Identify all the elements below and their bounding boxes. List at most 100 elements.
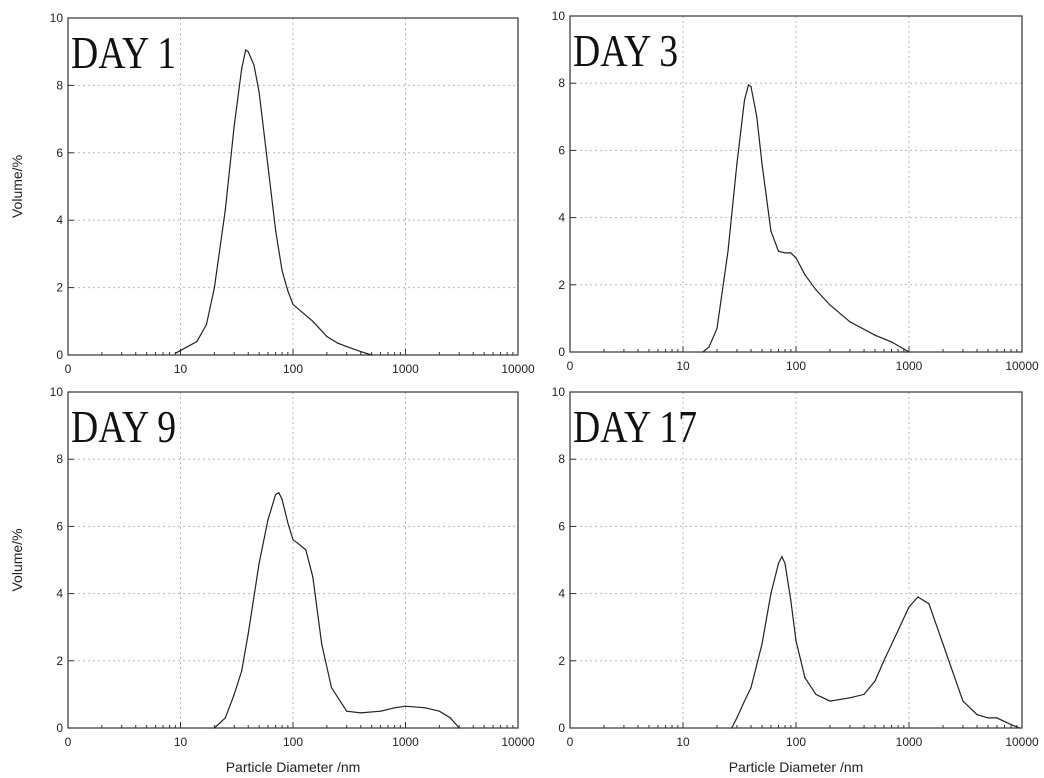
chart-panel-1: 0 10 100 1000 10000 0 2 4 6 8 10 DAY 1 Volume/% bbox=[9, 11, 535, 376]
y-tick-label: 8 bbox=[558, 76, 565, 90]
data-point bbox=[761, 163, 763, 165]
x-tick-label: 10 bbox=[676, 735, 690, 749]
data-point bbox=[781, 556, 783, 558]
data-point bbox=[241, 670, 243, 672]
data-point bbox=[233, 693, 235, 696]
data-point bbox=[337, 342, 339, 344]
y-tick-label: 4 bbox=[558, 587, 565, 601]
data-point bbox=[804, 274, 806, 276]
data-point bbox=[908, 351, 910, 353]
x-axis-label: Particle Diameter /nm bbox=[729, 759, 864, 775]
data-point bbox=[330, 687, 333, 689]
data-point bbox=[743, 700, 746, 702]
data-point bbox=[716, 327, 718, 330]
data-point bbox=[258, 91, 260, 93]
chart-panel-4: 0 10 100 1000 10000 0 2 4 6 8 10 DAY 17 Particle Dia… bbox=[552, 385, 1039, 775]
data-point bbox=[281, 270, 283, 272]
data-point bbox=[917, 596, 919, 598]
data-point bbox=[360, 712, 362, 714]
data-point bbox=[736, 163, 738, 165]
y-tick-label: 4 bbox=[558, 211, 565, 225]
y-tick-label: 10 bbox=[50, 385, 64, 399]
data-point bbox=[287, 522, 289, 524]
data-point bbox=[804, 677, 806, 679]
data-point bbox=[281, 498, 283, 501]
data-point bbox=[770, 230, 772, 232]
data-point bbox=[1018, 727, 1021, 729]
data-point bbox=[438, 710, 440, 712]
data-point bbox=[702, 351, 704, 353]
data-point bbox=[736, 717, 738, 719]
data-point bbox=[770, 593, 772, 595]
y-tick-label: 10 bbox=[50, 11, 64, 25]
y-tick-label: 6 bbox=[558, 519, 565, 533]
x-tick-label: 10000 bbox=[501, 735, 535, 749]
x-tick-label: 10000 bbox=[1005, 359, 1039, 373]
data-point bbox=[897, 630, 899, 632]
data-point bbox=[326, 335, 328, 338]
data-point bbox=[1010, 724, 1012, 726]
data-point bbox=[404, 705, 407, 707]
data-point bbox=[312, 320, 314, 322]
data-point bbox=[247, 51, 249, 53]
data-point bbox=[174, 352, 176, 354]
data-point bbox=[424, 707, 426, 709]
data-point bbox=[346, 710, 348, 712]
data-point bbox=[790, 252, 792, 254]
data-point bbox=[750, 86, 752, 88]
data-point bbox=[458, 727, 460, 729]
data-point bbox=[247, 633, 249, 635]
x-tick-label: 1000 bbox=[896, 735, 923, 749]
data-point bbox=[996, 717, 998, 719]
data-point bbox=[379, 710, 382, 712]
data-point bbox=[224, 717, 226, 719]
series-line bbox=[213, 491, 460, 729]
data-point bbox=[292, 539, 294, 541]
data-point bbox=[849, 697, 851, 699]
data-point bbox=[213, 727, 215, 729]
x-tick-label: 10 bbox=[676, 359, 690, 373]
data-point bbox=[874, 680, 876, 682]
data-point bbox=[987, 717, 989, 719]
y-tick-label: 8 bbox=[558, 452, 565, 466]
data-point bbox=[750, 687, 752, 689]
data-point bbox=[258, 562, 260, 565]
x-tick-label: 0 bbox=[567, 735, 574, 749]
data-point bbox=[777, 250, 780, 252]
x-tick-label: 10 bbox=[174, 362, 188, 376]
data-point bbox=[360, 351, 362, 353]
data-point bbox=[777, 562, 780, 565]
data-point bbox=[224, 209, 226, 211]
data-point bbox=[321, 643, 323, 645]
series-line bbox=[175, 49, 372, 356]
y-tick-label: 8 bbox=[56, 452, 63, 466]
data-point bbox=[815, 693, 817, 696]
data-point bbox=[275, 229, 277, 231]
y-tick-label: 4 bbox=[56, 213, 63, 227]
y-tick-label: 6 bbox=[558, 143, 565, 157]
y-tick-label: 2 bbox=[558, 654, 565, 668]
data-point bbox=[346, 346, 348, 348]
data-point bbox=[829, 700, 831, 702]
data-point bbox=[708, 346, 710, 348]
data-point bbox=[890, 341, 893, 343]
data-point bbox=[394, 707, 396, 709]
data-point bbox=[908, 606, 910, 608]
data-point bbox=[883, 660, 885, 662]
series-line bbox=[702, 83, 910, 353]
data-point bbox=[245, 49, 247, 51]
data-point bbox=[849, 321, 851, 323]
y-axis-label: Volume/% bbox=[9, 155, 25, 218]
panel-title: DAY 17 bbox=[573, 403, 697, 453]
data-point bbox=[829, 304, 831, 306]
x-tick-label: 10 bbox=[174, 735, 188, 749]
data-point bbox=[784, 562, 786, 565]
x-tick-label: 1000 bbox=[896, 359, 923, 373]
y-tick-label: 6 bbox=[56, 519, 63, 533]
y-tick-label: 6 bbox=[56, 146, 63, 160]
data-point bbox=[928, 603, 930, 605]
data-point bbox=[267, 519, 269, 521]
data-point bbox=[784, 252, 786, 254]
data-point bbox=[278, 492, 280, 494]
